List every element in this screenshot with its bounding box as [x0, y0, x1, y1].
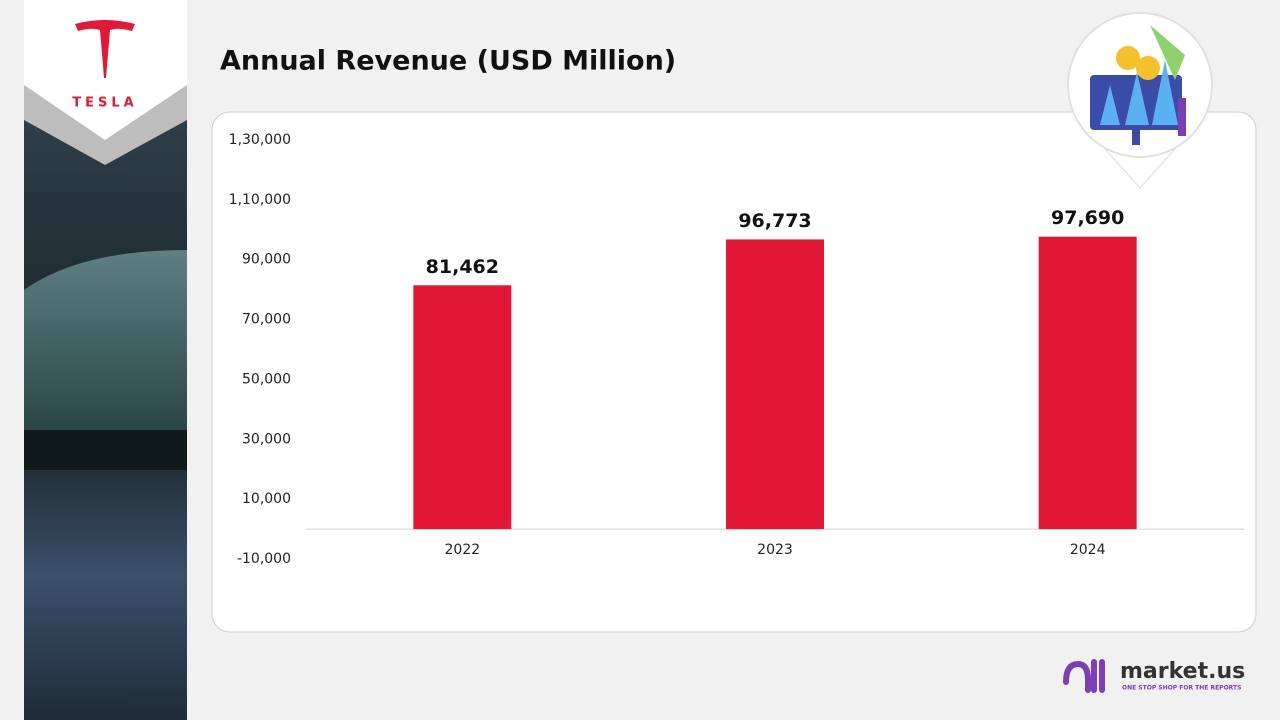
plot: -10,000 10,000 30,000 50,000 70,000 90,000 1,1… — [229, 132, 1244, 567]
coin — [1116, 46, 1140, 70]
brand-tagline: ONE STOP SHOP FOR THE REPORTS — [1122, 685, 1241, 692]
coin — [1136, 56, 1160, 80]
x-tick-label: 2023 — [757, 542, 793, 558]
y-tick-label: 30,000 — [242, 431, 291, 447]
brand-logo — [1063, 659, 1105, 693]
money — [1150, 25, 1185, 80]
y-tick-label: -10,000 — [237, 551, 291, 567]
data-label: 96,773 — [738, 210, 811, 232]
illustration — [1067, 12, 1213, 189]
chart-title: Annual Revenue (USD Million) — [220, 46, 676, 77]
y-tick-label: 90,000 — [242, 252, 291, 268]
x-tick-label: 2022 — [445, 542, 481, 558]
tesla-logo — [75, 20, 135, 78]
data-label: 81,462 — [426, 256, 499, 278]
brand-name: market.us — [1120, 659, 1245, 684]
bar — [726, 239, 824, 530]
monitor-stand — [1132, 130, 1140, 145]
car-shape — [24, 250, 187, 470]
y-tick-label: 70,000 — [242, 312, 291, 328]
arrows — [1100, 60, 1178, 125]
bar — [1038, 236, 1137, 530]
y-tick-label: 1,30,000 — [229, 132, 291, 148]
bar — [413, 285, 512, 530]
y-tick-label: 1,10,000 — [229, 192, 291, 208]
y-tick-label: 10,000 — [242, 491, 291, 507]
x-tick-label: 2024 — [1070, 542, 1106, 558]
y-tick-label: 50,000 — [242, 371, 291, 387]
person — [1178, 98, 1186, 136]
car-bumper — [24, 430, 187, 470]
brand-footer: market.us ONE STOP SHOP FOR THE REPORTS — [1063, 659, 1245, 693]
logo-text: TESLA — [72, 96, 137, 111]
data-label: 97,690 — [1051, 207, 1124, 229]
